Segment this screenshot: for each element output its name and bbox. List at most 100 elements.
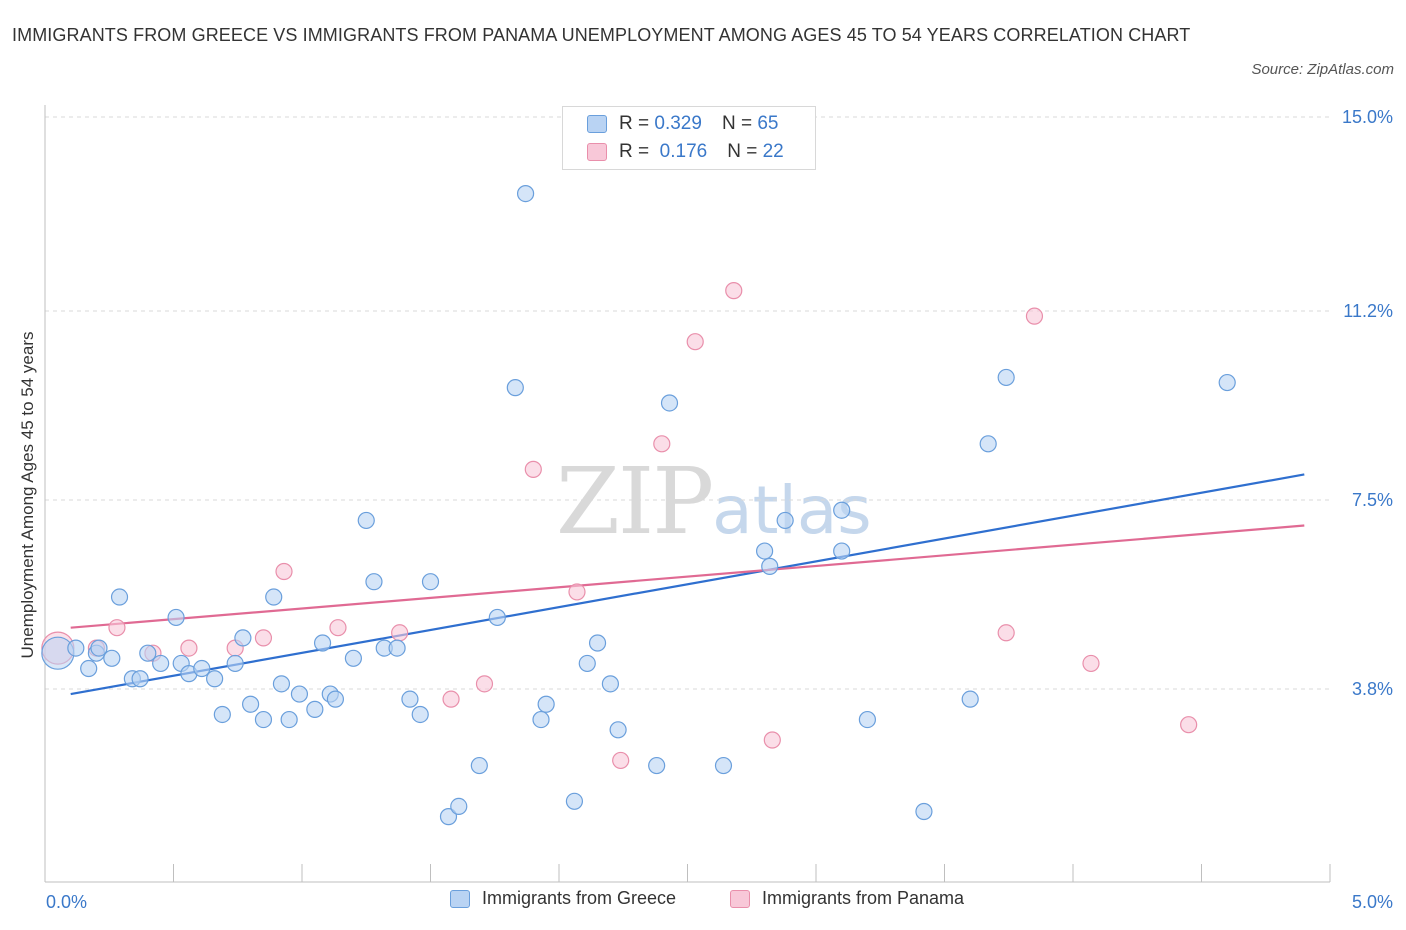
legend-panama-r: 0.176 bbox=[659, 141, 708, 162]
point-panama bbox=[653, 435, 671, 453]
point-greece bbox=[152, 654, 170, 673]
axes bbox=[44, 105, 1331, 883]
point-panama bbox=[568, 583, 586, 601]
point-greece bbox=[90, 639, 108, 657]
point-greece bbox=[450, 797, 468, 816]
source-credit: Source: ZipAtlas.com bbox=[1251, 61, 1394, 78]
legend-swatch-greece bbox=[587, 115, 607, 133]
point-panama bbox=[391, 624, 409, 642]
point-greece bbox=[578, 654, 596, 673]
point-greece bbox=[306, 700, 324, 718]
point-panama bbox=[275, 562, 293, 581]
point-greece bbox=[290, 685, 309, 703]
point-greece bbox=[1218, 373, 1236, 392]
point-greece bbox=[226, 654, 244, 673]
point-greece bbox=[365, 573, 383, 591]
point-panama bbox=[1180, 716, 1198, 734]
y-tick-label: 15.0% bbox=[1342, 107, 1393, 127]
point-greece bbox=[272, 675, 291, 693]
point-greece bbox=[833, 542, 851, 560]
legend-swatch-panama bbox=[587, 143, 607, 161]
point-greece bbox=[961, 690, 979, 708]
x-tick-label: 5.0% bbox=[1352, 892, 1393, 912]
chart-title: IMMIGRANTS FROM GREECE VS IMMIGRANTS FRO… bbox=[12, 25, 1191, 45]
point-panama bbox=[997, 624, 1015, 642]
point-greece bbox=[439, 808, 458, 826]
point-greece bbox=[265, 588, 283, 606]
point-greece bbox=[660, 394, 679, 412]
legend-n-label: N = bbox=[727, 141, 758, 162]
point-greece bbox=[80, 659, 98, 678]
point-greece bbox=[110, 588, 129, 606]
point-greece bbox=[761, 557, 779, 575]
grid-lines bbox=[45, 116, 1330, 690]
point-greece bbox=[411, 705, 429, 724]
point-panama bbox=[686, 333, 704, 351]
y-tick-label: 7.5% bbox=[1352, 490, 1393, 510]
legend-greece-n: 65 bbox=[757, 113, 779, 134]
point-panama bbox=[108, 619, 126, 637]
point-greece bbox=[234, 629, 252, 647]
point-greece bbox=[242, 695, 260, 713]
point-greece bbox=[193, 659, 211, 678]
stats-legend: R = 0.329 N = 65 R = 0.176 N = 22 bbox=[562, 106, 816, 170]
point-greece bbox=[609, 721, 627, 739]
legend-row-greece: R = 0.329 N = 65 bbox=[587, 112, 778, 136]
point-greece bbox=[532, 710, 550, 729]
watermark-zip: ZIP bbox=[556, 448, 714, 555]
point-panama bbox=[1082, 654, 1100, 673]
point-panama bbox=[725, 282, 743, 300]
point-greece bbox=[357, 511, 375, 530]
legend-panama-n: 22 bbox=[762, 141, 784, 162]
point-greece bbox=[588, 634, 607, 652]
legend-n-label: N = bbox=[721, 113, 753, 134]
legend-r-label: R = bbox=[619, 141, 650, 162]
point-greece bbox=[997, 368, 1015, 387]
trend-line-greece bbox=[70, 473, 1305, 696]
point-greece bbox=[858, 710, 877, 729]
legend-label-panama: Immigrants from Panama bbox=[762, 888, 965, 908]
point-greece bbox=[254, 710, 273, 729]
point-panama bbox=[1025, 307, 1044, 325]
point-panama bbox=[612, 751, 630, 770]
point-greece bbox=[470, 756, 488, 775]
point-greece bbox=[139, 644, 157, 662]
point-greece bbox=[131, 670, 149, 688]
point-greece bbox=[979, 435, 997, 453]
legend-r-label: R = bbox=[619, 113, 650, 134]
point-greece bbox=[537, 695, 555, 713]
legend-label-greece: Immigrants from Greece bbox=[482, 888, 677, 908]
point-panama bbox=[524, 460, 542, 478]
point-greece bbox=[601, 675, 620, 693]
point-greece bbox=[313, 634, 332, 652]
point-greece bbox=[833, 501, 851, 519]
y-tick-label: 11.2% bbox=[1343, 301, 1393, 321]
point-panama bbox=[329, 619, 347, 637]
point-greece bbox=[714, 756, 733, 775]
point-greece bbox=[344, 649, 362, 667]
data-points bbox=[41, 128, 1236, 826]
point-greece bbox=[915, 802, 933, 821]
point-greece bbox=[516, 185, 535, 203]
legend-item-panama: Immigrants from Panama bbox=[730, 888, 964, 909]
point-greece bbox=[488, 608, 506, 627]
point-panama bbox=[763, 731, 781, 749]
point-greece bbox=[565, 792, 584, 810]
point-greece bbox=[206, 670, 224, 688]
point-greece bbox=[506, 379, 524, 397]
point-greece bbox=[401, 690, 419, 708]
point-greece bbox=[776, 511, 794, 530]
legend-swatch-panama bbox=[730, 889, 750, 908]
legend-greece-r: 0.329 bbox=[654, 113, 702, 134]
x-tick-label: 0.0% bbox=[46, 892, 87, 912]
legend-swatch-greece bbox=[450, 889, 470, 908]
point-panama bbox=[475, 675, 494, 693]
point-greece bbox=[103, 649, 121, 667]
point-greece bbox=[648, 756, 666, 775]
point-greece bbox=[326, 690, 345, 708]
point-greece bbox=[755, 542, 774, 560]
point-greece bbox=[67, 639, 85, 657]
point-greece bbox=[167, 608, 185, 627]
tick-labels: 3.8% 7.5% 11.2% 15.0% 0.0% 5.0% bbox=[46, 107, 1393, 912]
